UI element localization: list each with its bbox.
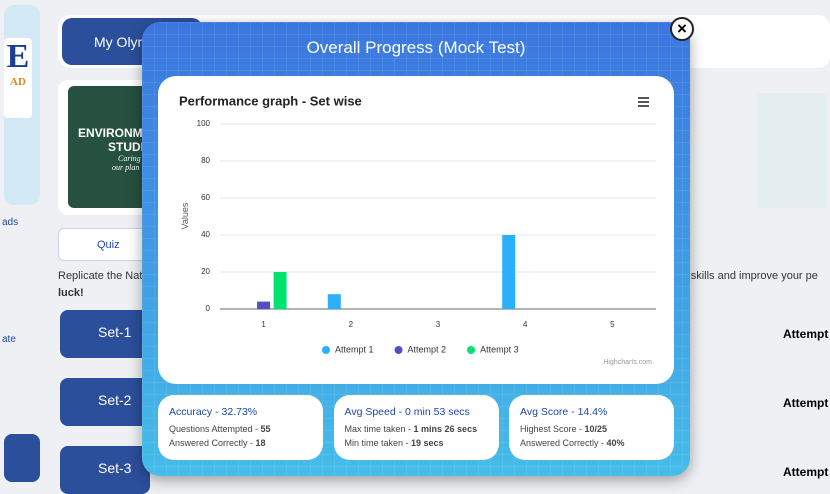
card-title: ENVIRONM bbox=[78, 126, 143, 140]
x-tick-label: 2 bbox=[349, 320, 354, 329]
sidebar-text: ate bbox=[2, 334, 16, 345]
stat-card: Accuracy - 32.73% Questions Attempted - 5… bbox=[158, 395, 323, 460]
legend-label: Attempt 3 bbox=[480, 344, 519, 354]
menu-icon[interactable] bbox=[638, 97, 649, 107]
stat-line: Highest Score - 10/25 bbox=[520, 422, 663, 436]
set-button[interactable]: Set-1 bbox=[60, 310, 150, 358]
chart-card bbox=[158, 76, 674, 384]
y-tick-label: 40 bbox=[201, 230, 210, 239]
legend-marker bbox=[467, 346, 476, 354]
logo: E AD bbox=[4, 38, 32, 118]
stat-label: Highest Score - bbox=[520, 424, 585, 434]
legend-marker bbox=[394, 346, 403, 354]
y-tick-label: 60 bbox=[201, 193, 210, 202]
attempt-text: Attempt bbox=[783, 396, 829, 410]
logo-sub: AD bbox=[10, 76, 26, 88]
stat-value: 40% bbox=[606, 438, 625, 448]
card-sub: Caring f bbox=[118, 154, 145, 163]
bar bbox=[502, 235, 516, 309]
y-tick-label: 100 bbox=[197, 119, 211, 128]
quiz-tab[interactable]: Quiz bbox=[58, 228, 148, 261]
illustration bbox=[757, 93, 827, 208]
stat-value: 19 secs bbox=[411, 438, 444, 448]
sidebar-button[interactable] bbox=[4, 434, 40, 482]
stat-line: Questions Attempted - 55 bbox=[169, 422, 312, 436]
page: E AD ads ate My Olym ENVIRONM STUDI Caring … bbox=[2, 5, 830, 494]
bar bbox=[273, 272, 287, 309]
attempt-text: Attempt bbox=[783, 327, 829, 341]
stat-label: Min time taken - bbox=[344, 438, 412, 448]
x-tick-label: 1 bbox=[261, 320, 266, 329]
stat-value: 18 bbox=[255, 438, 266, 448]
stat-value: 10/25 bbox=[584, 424, 608, 434]
bar bbox=[257, 301, 271, 309]
credits: Highcharts.com bbox=[603, 359, 652, 366]
stat-label: Answered Correctly - bbox=[520, 438, 607, 448]
stat-title: Accuracy - 32.73% bbox=[169, 406, 258, 418]
chart: Performance graph - Set wise Values High… bbox=[179, 93, 656, 366]
y-tick-label: 0 bbox=[206, 304, 211, 313]
attempt-text: Attempt bbox=[783, 465, 829, 479]
legend-label: Attempt 1 bbox=[335, 344, 374, 354]
legend-marker bbox=[322, 346, 330, 354]
modal-title: Overall Progress (Mock Test) bbox=[306, 38, 526, 57]
stat-title: Avg Speed - 0 min 53 secs bbox=[344, 406, 470, 418]
y-tick-label: 20 bbox=[201, 267, 210, 276]
legend-label: Attempt 2 bbox=[408, 344, 447, 354]
chart-title: Performance graph - Set wise bbox=[179, 93, 362, 108]
stat-line: Min time taken - 19 secs bbox=[345, 436, 488, 450]
card-sub: our plan bbox=[112, 163, 140, 172]
stat-line: Max time taken - 1 mins 26 secs bbox=[345, 422, 488, 436]
set-button[interactable]: Set-2 bbox=[60, 378, 150, 426]
bar bbox=[327, 294, 341, 309]
x-tick-label: 3 bbox=[436, 320, 441, 329]
intro-text: Replicate the Nat bbox=[58, 270, 143, 282]
stat-line: Answered Correctly - 40% bbox=[520, 436, 663, 450]
sidebar-text: ads bbox=[2, 217, 19, 228]
stat-label: Answered Correctly - bbox=[169, 438, 256, 448]
stat-card: Avg Score - 14.4% Highest Score - 10/25 An… bbox=[509, 395, 674, 460]
stat-label: Questions Attempted - bbox=[169, 424, 261, 434]
stat-value: 1 mins 26 secs bbox=[413, 424, 478, 434]
stat-line: Answered Correctly - 18 bbox=[169, 436, 312, 450]
y-axis-title: Values bbox=[180, 202, 190, 229]
intro-text: r skills and improve your pe bbox=[684, 270, 818, 282]
stat-card: Avg Speed - 0 min 53 secs Max time taken … bbox=[333, 395, 499, 460]
intro-text: luck! bbox=[58, 287, 84, 299]
logo-letter: E bbox=[6, 38, 30, 75]
y-tick-label: 80 bbox=[201, 156, 210, 165]
stat-value: 55 bbox=[260, 424, 271, 434]
x-tick-label: 4 bbox=[523, 320, 528, 329]
close-button[interactable]: × bbox=[670, 17, 694, 41]
x-tick-label: 5 bbox=[610, 320, 615, 329]
stat-label: Max time taken - bbox=[344, 424, 414, 434]
stat-title: Avg Score - 14.4% bbox=[520, 406, 608, 418]
set-button[interactable]: Set-3 bbox=[60, 446, 150, 494]
card-title: STUDI bbox=[108, 140, 144, 154]
